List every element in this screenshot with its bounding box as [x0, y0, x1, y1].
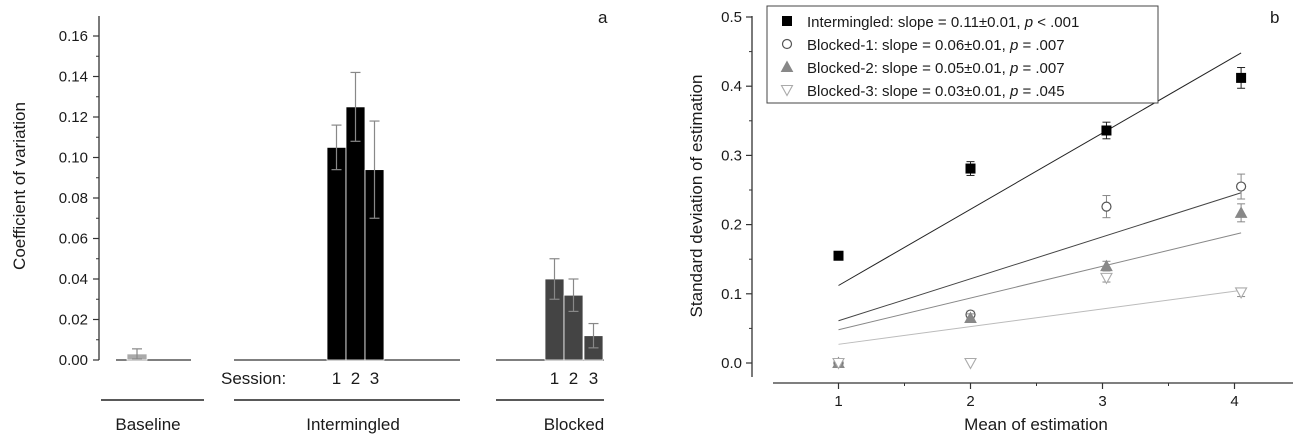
legend-box: [766, 5, 1159, 104]
group-label-intermingled: Intermingled: [306, 415, 400, 434]
panel-b-x-axis-label: Mean of estimation: [964, 415, 1108, 434]
y-tick-label: 0.1: [721, 286, 742, 303]
panel-a-letter: a: [598, 8, 608, 27]
fit-line-blocked-3: [838, 289, 1242, 345]
session-number: 1: [550, 369, 559, 388]
session-number: 3: [370, 369, 379, 388]
legend-p-symbol: p: [1009, 60, 1018, 77]
legend-entry-blocked-3: Blocked-3: slope = 0.03±0.01, p = .045: [807, 83, 1065, 100]
panel-b-fit-lines: [838, 52, 1242, 345]
fit-line-blocked-2: [838, 232, 1242, 331]
x-tick-label: 2: [966, 393, 974, 410]
x-tick-label: 1: [834, 393, 842, 410]
session-number: 3: [589, 369, 598, 388]
panel-a: a Coefficient of variation 0.000.020.040…: [10, 8, 608, 434]
marker-blocked-1: [1101, 201, 1112, 212]
legend-p-value: = .045: [1018, 83, 1064, 100]
fit-line-intermingled: [838, 52, 1242, 286]
marker-blocked-2: [1100, 259, 1113, 272]
x-tick-label: 4: [1230, 393, 1238, 410]
bar-intermingled-2: [345, 106, 366, 361]
fit-line-blocked-1: [838, 192, 1242, 322]
marker-intermingled: [1236, 72, 1247, 83]
legend-p-symbol: p: [1024, 14, 1033, 31]
y-tick-label: 0.14: [59, 69, 88, 86]
marker-intermingled: [833, 250, 844, 261]
legend-text: Blocked-2: slope = 0.05±0.01,: [807, 60, 1010, 77]
panel-b: b Standard deviation of estimation Mean …: [687, 5, 1293, 434]
session-number: 1: [332, 369, 341, 388]
marker-blocked-3: [1234, 287, 1248, 300]
marker-blocked-2: [1234, 206, 1248, 218]
session-label: Session:: [221, 369, 286, 388]
session-number: 2: [569, 369, 578, 388]
legend-text: Intermingled: slope = 0.11±0.01,: [807, 14, 1025, 31]
legend-text: Blocked-3: slope = 0.03±0.01,: [807, 83, 1010, 100]
y-tick-label: 0.5: [721, 9, 742, 26]
bar-intermingled-1: [326, 146, 347, 361]
panel-b-y-ticks: 0.0 0.1 0.2 0.3 0.4 0.5: [721, 9, 752, 372]
legend-p-symbol: p: [1009, 83, 1018, 100]
panel-a-y-ticks: 0.00 0.02 0.04 0.06 0.08 0.10 0.12 0.14 0.16: [59, 28, 99, 369]
legend-entry-blocked-2: Blocked-2: slope = 0.05±0.01, p = .007: [807, 60, 1065, 77]
legend-p-symbol: p: [1009, 37, 1018, 54]
panel-b-x-ticks: 1 2 3 4: [834, 383, 1239, 410]
marker-intermingled: [1101, 125, 1112, 136]
panel-a-y-axis-label: Coefficient of variation: [10, 102, 29, 270]
marker-blocked-3: [780, 84, 794, 97]
marker-intermingled: [965, 163, 976, 174]
panel-b-legend: Intermingled: slope = 0.11±0.01, p < .00…: [766, 5, 1159, 104]
y-tick-label: 0.00: [59, 352, 88, 369]
y-tick-label: 0.06: [59, 231, 88, 248]
session-number: 2: [351, 369, 360, 388]
legend-p-value: = .007: [1018, 60, 1064, 77]
x-tick-label: 3: [1098, 393, 1106, 410]
y-tick-label: 0.02: [59, 312, 88, 329]
group-label-blocked: Blocked: [544, 415, 604, 434]
group-label-baseline: Baseline: [115, 415, 180, 434]
legend-text: Blocked-1: slope = 0.06±0.01,: [807, 37, 1010, 54]
panel-a-group-labels: Baseline Intermingled Blocked: [101, 399, 604, 434]
y-tick-label: 0.16: [59, 28, 88, 45]
legend-p-value: < .001: [1033, 14, 1079, 31]
panel-b-letter: b: [1270, 8, 1279, 27]
y-tick-label: 0.12: [59, 109, 88, 126]
y-tick-label: 0.08: [59, 190, 88, 207]
marker-blocked-2: [964, 311, 977, 324]
y-tick-label: 0.04: [59, 271, 88, 288]
marker-blocked-1: [781, 38, 793, 50]
legend-entry-intermingled: Intermingled: slope = 0.11±0.01, p < .00…: [807, 14, 1079, 31]
panel-b-y-axis-label: Standard deviation of estimation: [687, 75, 706, 318]
y-tick-label: 0.0: [721, 355, 742, 372]
marker-blocked-2: [780, 60, 794, 72]
legend-entry-blocked-1: Blocked-1: slope = 0.06±0.01, p = .007: [807, 37, 1065, 54]
y-tick-label: 0.10: [59, 150, 88, 167]
marker-blocked-3: [832, 357, 845, 370]
marker-blocked-1: [1235, 181, 1247, 192]
marker-intermingled: [782, 16, 792, 26]
y-tick-label: 0.3: [721, 147, 742, 164]
marker-blocked-3: [1100, 272, 1113, 285]
panel-b-points: [832, 67, 1248, 370]
y-tick-label: 0.4: [721, 78, 742, 95]
y-tick-label: 0.2: [721, 217, 742, 234]
marker-blocked-3: [964, 357, 977, 370]
legend-p-value: = .007: [1018, 37, 1064, 54]
